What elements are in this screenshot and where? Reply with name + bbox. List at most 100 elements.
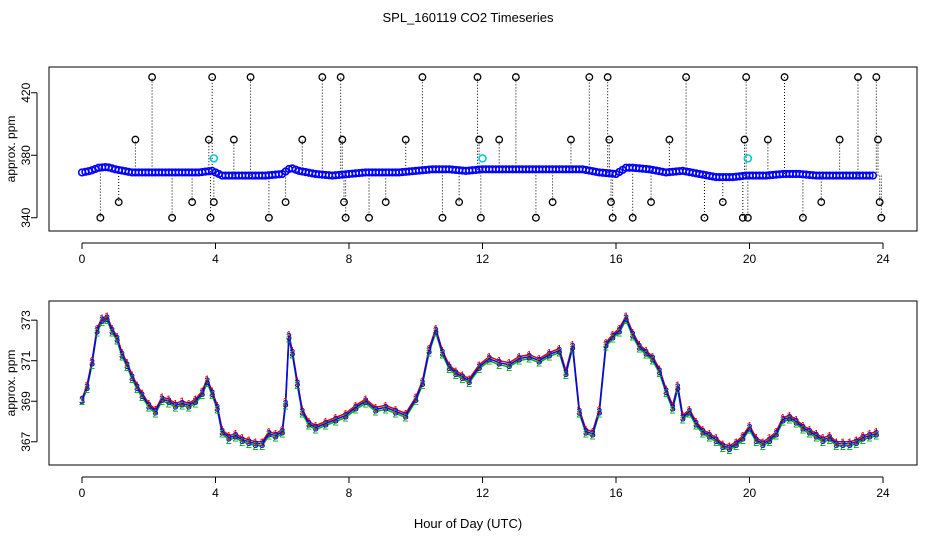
series-point-label: 2 <box>680 414 686 426</box>
series-point-label: 3 <box>650 354 656 366</box>
series-point-label: 3 <box>773 429 779 441</box>
series-point-label: 1 <box>239 433 245 445</box>
outlier-point <box>438 213 447 222</box>
series-point-label: 3 <box>333 414 339 426</box>
outlier-point <box>96 213 105 222</box>
series-point-label: 1 <box>383 400 389 412</box>
top-y-axis-label: approx. ppm <box>4 116 18 183</box>
series-point-label: 1 <box>152 404 158 416</box>
series-point-label: 3 <box>373 404 379 416</box>
series-point-label: 2 <box>706 433 712 445</box>
series-point-label: 1 <box>516 352 522 364</box>
series-point-label: 3 <box>733 439 739 451</box>
series-point-label: 2 <box>596 408 602 420</box>
series-point-label: 2 <box>273 433 279 445</box>
series-point-label: 3 <box>466 376 472 388</box>
series-point-label: 3 <box>807 427 813 439</box>
series-point-label: 2 <box>630 331 636 343</box>
series-point-label: 3 <box>232 431 238 443</box>
series-point-label: 2 <box>333 417 339 429</box>
series-point-label: 2 <box>343 412 349 424</box>
series-point-label: 2 <box>79 396 85 408</box>
series-point-label: 1 <box>343 408 349 420</box>
series-point-label: 3 <box>860 433 866 445</box>
outlier-point <box>718 198 727 207</box>
series-point-label: 2 <box>780 417 786 429</box>
series-point-label: 1 <box>827 431 833 443</box>
series-point-label: 2 <box>353 404 359 416</box>
series-point-label: 3 <box>199 388 205 400</box>
outlier-point <box>209 198 218 207</box>
series-point-label: 1 <box>773 427 779 439</box>
flagged-point <box>743 154 753 163</box>
series-point-label: 3 <box>486 354 492 366</box>
series-point-label: 3 <box>820 435 826 447</box>
series-point-label: 2 <box>209 390 215 402</box>
outlier-point <box>817 198 826 207</box>
series-point-label: 3 <box>453 368 459 380</box>
outlier-point <box>605 135 614 144</box>
series-point-label: 3 <box>299 406 305 418</box>
series-point-label: 3 <box>246 437 252 449</box>
outlier-point <box>246 73 255 82</box>
series-point-label: 1 <box>583 425 589 437</box>
series-point-label: 3 <box>363 396 369 408</box>
series-point-label: 2 <box>134 384 140 396</box>
series-point-label: 3 <box>780 414 786 426</box>
series-point-label: 2 <box>693 421 699 433</box>
series-point-label: 1 <box>786 410 792 422</box>
series-point-label: 3 <box>104 313 110 325</box>
series-point-label: 2 <box>650 356 656 368</box>
series-point-label: 2 <box>636 344 642 356</box>
series-point-label: 1 <box>656 364 662 376</box>
series-point-label: 1 <box>740 431 746 443</box>
series-point-label: 2 <box>807 429 813 441</box>
y-tick-label: 369 <box>19 391 33 411</box>
series-point-label: 1 <box>226 431 232 443</box>
series-point-label: 1 <box>576 404 582 416</box>
top-x-axis: 0 4 8 12 16 20 24 <box>79 242 890 266</box>
mean-series <box>77 163 878 182</box>
outlier-point <box>475 135 484 144</box>
y-tick-label: 380 <box>19 145 33 165</box>
series-point-label: 3 <box>219 427 225 439</box>
series-point-label: 1 <box>746 421 752 433</box>
series-point-label: 2 <box>426 348 432 360</box>
series-point-label: 3 <box>590 429 596 441</box>
series-point-label: 2 <box>286 333 292 345</box>
series-point-label: 2 <box>670 404 676 416</box>
series-point-label: 2 <box>214 404 220 416</box>
series-point-label: 3 <box>827 433 833 445</box>
series-point-label: 3 <box>610 331 616 343</box>
series-point-label: 2 <box>675 384 681 396</box>
series-point-label: 2 <box>833 441 839 453</box>
outlier-point <box>455 198 464 207</box>
series-point-label: 2 <box>166 398 172 410</box>
series-point-label: 2 <box>146 402 152 414</box>
y-tick-label: 340 <box>19 207 33 227</box>
series-point-label: 1 <box>486 352 492 364</box>
series-point-label: 1 <box>459 370 465 382</box>
series-point-label: 1 <box>266 427 272 439</box>
series-point-label: 1 <box>766 433 772 445</box>
series-point-label: 3 <box>109 325 115 337</box>
series-point-label: 1 <box>663 384 669 396</box>
outlier-point <box>511 73 520 82</box>
series-point-label: 2 <box>773 431 779 443</box>
y-tick-label: 373 <box>19 310 33 330</box>
series-point-label: 1 <box>94 323 100 335</box>
series-point-label: 3 <box>663 386 669 398</box>
series-point-label: 3 <box>426 346 432 358</box>
series-point-label: 1 <box>506 358 512 370</box>
series-point-label: 2 <box>433 327 439 339</box>
series-point-label: 1 <box>833 437 839 449</box>
series-point-label: 2 <box>459 374 465 386</box>
series-point-label: 3 <box>209 388 215 400</box>
series-point-label: 3 <box>129 372 135 384</box>
outlier-point <box>548 198 557 207</box>
series-point-label: 1 <box>79 394 85 406</box>
series-point-label: 1 <box>172 398 178 410</box>
outlier-point <box>763 135 772 144</box>
series-point-label: 2 <box>89 360 95 372</box>
